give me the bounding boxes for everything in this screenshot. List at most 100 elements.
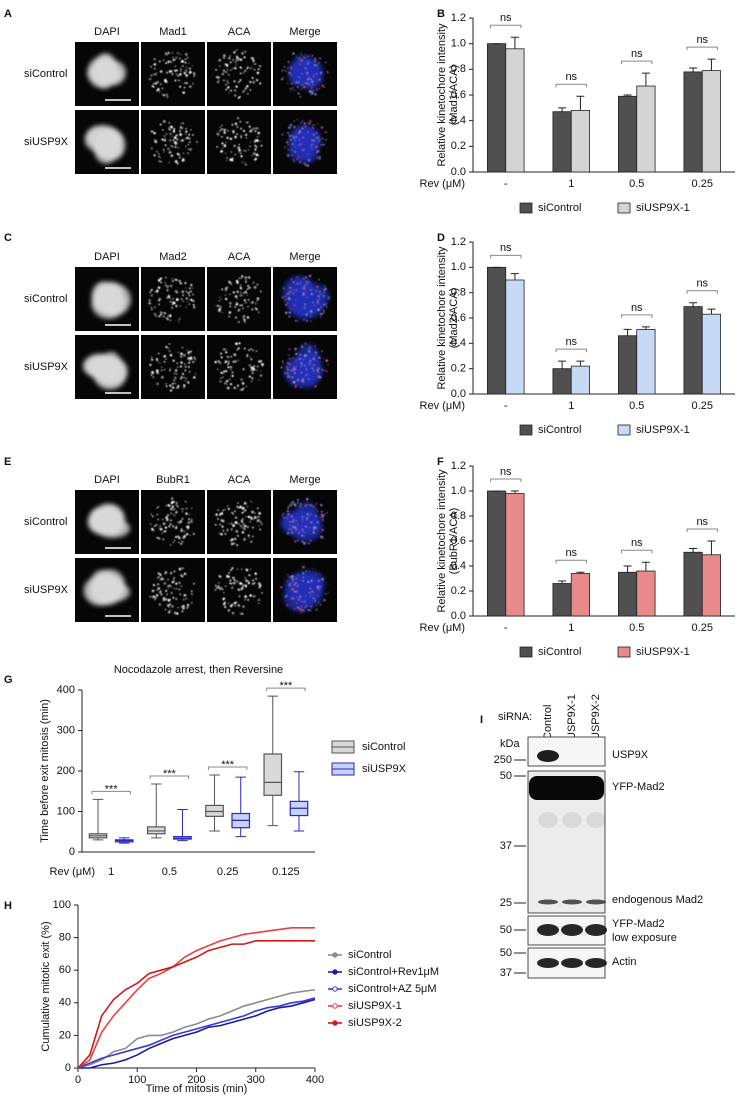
speckle (287, 576, 290, 579)
speckle (311, 367, 314, 370)
speckle (295, 384, 298, 387)
speckle (312, 90, 315, 92)
speckle (242, 368, 245, 371)
x-tick-label: 100 (128, 1074, 146, 1086)
speckle (173, 587, 175, 590)
speckles (281, 118, 328, 168)
speckle (291, 520, 295, 524)
speckle (321, 529, 324, 532)
speckle (258, 379, 260, 381)
bar (701, 554, 721, 617)
speckle (180, 61, 183, 63)
speckle (320, 513, 323, 516)
speckle (169, 523, 172, 526)
speckle (179, 80, 181, 82)
speckle (164, 571, 167, 575)
speckle (304, 342, 307, 345)
speckle (322, 143, 325, 146)
speckle (284, 311, 288, 315)
speckle (222, 370, 226, 373)
speckle (314, 345, 317, 347)
y-tick-label: 300 (57, 724, 75, 736)
speckle (250, 380, 253, 382)
speckle (302, 576, 305, 579)
speckle (251, 517, 255, 521)
speckle (305, 282, 309, 285)
speckle (218, 575, 221, 577)
speckle (289, 524, 292, 527)
speckle (157, 286, 161, 289)
speckle (235, 85, 238, 88)
speckle (192, 299, 195, 302)
bar (683, 306, 703, 395)
speckle (236, 125, 239, 129)
speckle (300, 611, 303, 614)
error-bar (510, 36, 519, 49)
speckle (249, 594, 252, 597)
chart-title: Nocodazole arrest, then Reversine (114, 664, 283, 676)
legend-label: siUSP9X-1 (636, 646, 690, 658)
speckle (323, 285, 326, 288)
error-bar (623, 328, 632, 336)
speckle (281, 69, 284, 72)
speckle (188, 518, 191, 521)
nucleus-lobe (92, 283, 121, 314)
x-tick-label: 0 (75, 1074, 81, 1086)
speckle (228, 280, 231, 284)
speckle (221, 525, 224, 527)
speckle (286, 372, 289, 375)
x-tick-label: - (504, 178, 508, 190)
speckle (162, 59, 165, 61)
speckle (323, 85, 325, 88)
speckle (327, 298, 330, 301)
speckle (154, 291, 157, 293)
speckle (296, 118, 299, 121)
speckle (181, 290, 185, 294)
speckle (293, 120, 296, 122)
speckle (307, 131, 309, 133)
speckle (311, 148, 313, 150)
speckle (302, 291, 305, 294)
speckle (253, 127, 256, 130)
speckle (325, 359, 329, 363)
speckle (244, 599, 246, 601)
speckle (158, 279, 160, 282)
significance-label: *** (163, 768, 177, 780)
speckle (163, 360, 166, 363)
speckle (297, 574, 300, 577)
nucleus (84, 124, 126, 164)
tile-background (141, 558, 205, 622)
speckle (296, 591, 299, 594)
speckle (173, 611, 177, 615)
speckle (237, 146, 241, 150)
speckle (245, 385, 248, 388)
speckle (323, 131, 327, 134)
speckle (293, 525, 297, 529)
speckle (157, 587, 161, 590)
band (585, 924, 607, 936)
speckle (235, 59, 238, 62)
speckle (297, 525, 299, 527)
speckle (157, 575, 160, 578)
nucleus-lobe (95, 518, 131, 538)
speckle (297, 598, 301, 601)
speckle (164, 526, 167, 529)
speckle (245, 279, 247, 281)
speckle (249, 520, 251, 523)
speckle (310, 139, 314, 142)
speckle (156, 536, 159, 539)
speckle (237, 359, 240, 362)
speckle (183, 534, 186, 538)
speckle (227, 608, 231, 612)
speckle (242, 90, 246, 93)
speckle (232, 524, 235, 528)
legend-label: siUSP9X-1 (348, 1000, 402, 1012)
speckle (177, 351, 179, 353)
speckle (227, 362, 230, 365)
significance-bracket (207, 766, 248, 771)
speckle (302, 377, 305, 380)
speckle (190, 601, 193, 604)
speckle (317, 602, 319, 604)
y-tick-label: 100 (53, 899, 71, 911)
speckle (182, 122, 184, 125)
